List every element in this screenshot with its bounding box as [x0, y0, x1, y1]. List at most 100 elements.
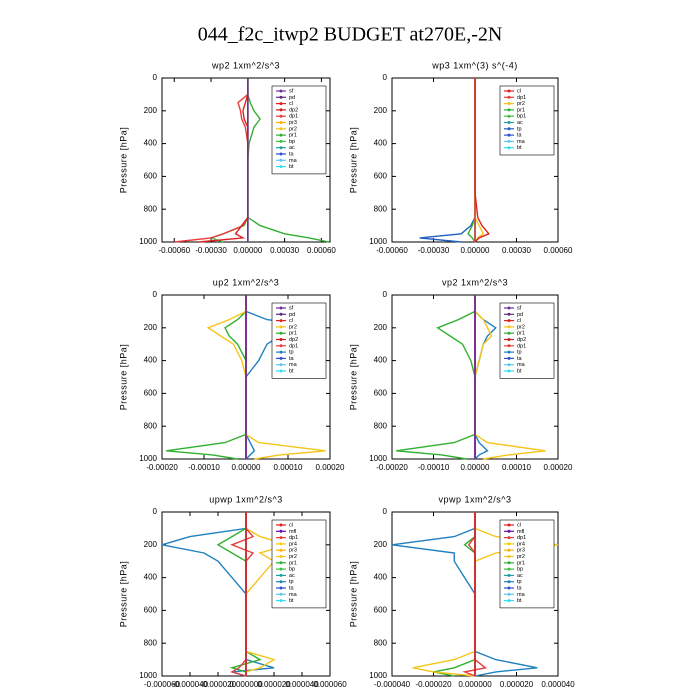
legend-marker — [507, 580, 511, 584]
y-tick-label: 600 — [144, 606, 158, 615]
legend-marker — [507, 555, 511, 558]
profile-line — [474, 78, 490, 243]
legend-marker — [279, 573, 283, 577]
x-tick-label: -0.00010 — [188, 463, 220, 472]
legend-marker — [507, 95, 511, 99]
legend-label: pr1 — [517, 331, 525, 337]
y-axis-label: Pressure [hPa] — [118, 344, 128, 411]
y-tick-label: 400 — [144, 356, 158, 365]
legend-marker — [279, 369, 283, 373]
legend-label: dp1 — [517, 95, 526, 101]
legend-marker — [507, 369, 511, 373]
y-tick-label: 800 — [144, 638, 158, 647]
legend-label: bp1 — [517, 114, 526, 120]
y-tick-label: 1000 — [139, 671, 157, 680]
legend-label: ac — [517, 573, 523, 579]
legend-label: ma — [289, 362, 298, 368]
legend-marker — [279, 312, 283, 316]
panel: wp2 1xm^2/s^3 Pressure [hPa] 0 200 400 600 800… — [118, 60, 336, 255]
legend-marker — [507, 121, 511, 124]
y-tick-label: 1000 — [139, 237, 157, 246]
y-tick-label: 1000 — [369, 454, 387, 463]
legend-marker — [279, 139, 283, 143]
legend-label: ta — [517, 356, 523, 362]
y-axis-label: Pressure [hPa] — [348, 344, 358, 411]
panel: upwp 1xm^2/s^3 Pressure [hPa] 0 200 400 600 80… — [118, 494, 347, 689]
profile-line — [419, 78, 476, 243]
legend-label: ma — [289, 592, 298, 598]
legend-label: ta — [289, 356, 295, 362]
legend-marker — [507, 536, 511, 540]
legend-marker — [507, 146, 511, 150]
profile-line — [206, 295, 326, 460]
x-tick-label: -0.00030 — [195, 246, 227, 255]
legend-marker — [279, 529, 283, 533]
x-tick-label: -0.00030 — [418, 246, 450, 255]
legend-label: bp — [289, 139, 295, 145]
legend-marker — [279, 561, 283, 565]
legend-marker — [507, 312, 511, 316]
legend-marker — [279, 338, 283, 341]
legend-marker — [507, 573, 511, 577]
figure-title: 044_f2c_itwp2 BUDGET at270E,-2N — [198, 24, 503, 46]
legend-marker — [279, 127, 283, 131]
legend-marker — [507, 319, 511, 323]
panel-title: vpwp 1xm^2/s^3 — [439, 494, 512, 504]
panel: vpwp 1xm^2/s^3 Pressure [hPa] 0 200 400 600 80… — [348, 494, 575, 689]
legend-label: bt — [517, 145, 522, 151]
legend-label: pr2 — [517, 324, 525, 330]
legend-label: pr1 — [289, 133, 297, 139]
y-tick-label: 0 — [383, 290, 388, 299]
legend-label: dp2 — [517, 337, 526, 343]
legend-marker — [507, 139, 511, 143]
legend-marker — [507, 363, 511, 367]
legend-marker — [279, 95, 283, 99]
legend-label: pr2 — [517, 101, 525, 107]
legend-label: dp1 — [517, 535, 526, 541]
x-tick-label: 0.00000 — [461, 463, 490, 472]
x-tick-label: -0.000040 — [374, 680, 411, 689]
legend-marker — [507, 127, 511, 131]
legend-marker — [279, 580, 283, 584]
x-tick-label: -0.000020 — [200, 680, 237, 689]
legend-marker — [507, 108, 511, 112]
legend-label: bt — [517, 598, 522, 604]
legend-label: pr4 — [289, 541, 297, 547]
y-tick-label: 800 — [144, 204, 158, 213]
x-tick-label: -0.00010 — [418, 463, 450, 472]
legend-marker — [507, 592, 511, 596]
y-tick-label: 200 — [144, 540, 158, 549]
x-tick-label: 0.000020 — [257, 680, 291, 689]
legend-label: bt — [517, 368, 522, 374]
legend-marker — [507, 89, 511, 93]
legend-label: ta — [289, 151, 295, 157]
legend-label: cl — [517, 318, 521, 324]
x-tick-label: 0.000040 — [285, 680, 319, 689]
legend-marker — [279, 108, 283, 112]
x-tick-label: 0.000060 — [313, 680, 347, 689]
legend-label: cl — [289, 522, 293, 528]
profile-line — [166, 295, 247, 460]
legend-marker — [279, 319, 283, 323]
legend-marker — [279, 114, 283, 118]
legend-marker — [279, 102, 283, 106]
y-tick-label: 0 — [153, 507, 158, 516]
legend-label: pr2 — [517, 554, 525, 560]
x-tick-label: 0.00010 — [274, 463, 303, 472]
legend-marker — [279, 542, 283, 546]
legend-label: bp — [289, 567, 295, 573]
x-tick-label: -0.00020 — [146, 463, 178, 472]
legend-label: ta — [517, 133, 523, 139]
profile-line — [391, 512, 538, 677]
legend-marker — [507, 567, 511, 571]
legend-marker — [507, 325, 511, 329]
legend-marker — [279, 599, 283, 603]
legend-marker — [507, 344, 511, 348]
legend-label: pr2 — [289, 324, 297, 330]
legend-label: pd — [289, 95, 295, 101]
legend-label: dp2 — [289, 337, 298, 343]
x-tick-label: -0.00060 — [158, 246, 190, 255]
legend-marker — [279, 344, 283, 348]
x-tick-label: 0.00020 — [544, 463, 573, 472]
